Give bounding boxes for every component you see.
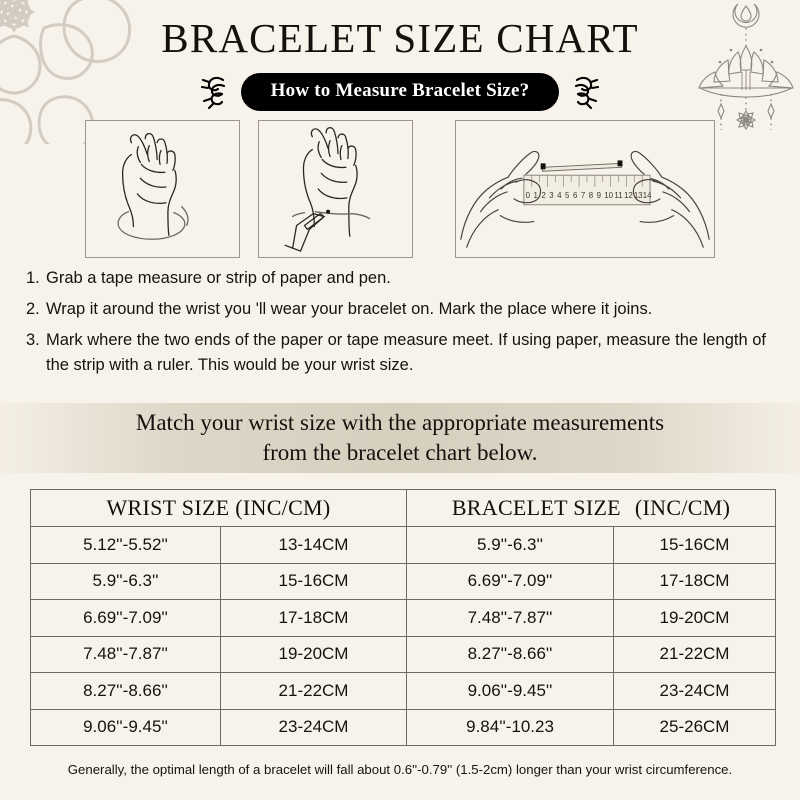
- flourish-ornament-right-icon: [575, 76, 600, 110]
- step-text: Mark where the two ends of the paper or …: [46, 331, 766, 374]
- match-wrist-size-banner: Match your wrist size with the appropria…: [0, 403, 800, 473]
- header-bracelet-size-unit: (INC/CM): [634, 495, 731, 520]
- cell-bracelet-inch: 5.9''-6.3'': [406, 526, 615, 564]
- panel-hand-with-tape-measure: [85, 120, 240, 258]
- svg-text:10: 10: [604, 191, 613, 200]
- hand-with-tape-measure-icon: [117, 133, 189, 240]
- measure-steps-list: 1. Grab a tape measure or strip of paper…: [26, 266, 778, 384]
- header-wrist-size: WRIST SIZE (INC/CM): [29, 489, 408, 527]
- cell-bracelet-inch: 9.06''-9.45'': [406, 672, 615, 710]
- cell-wrist-cm: 17-18CM: [219, 599, 408, 637]
- ruler-ticks: [531, 175, 643, 188]
- svg-text:2: 2: [541, 191, 545, 200]
- page-title: BRACELET SIZE CHART: [161, 15, 639, 61]
- svg-text:6: 6: [573, 191, 578, 200]
- cell-wrist-cm: 23-24CM: [219, 708, 408, 746]
- svg-text:3: 3: [549, 191, 554, 200]
- svg-text:12: 12: [624, 191, 633, 200]
- cell-bracelet-cm: 19-20CM: [613, 599, 777, 637]
- cell-wrist-inch: 5.12''-5.52'': [30, 526, 221, 564]
- svg-text:1: 1: [534, 191, 538, 200]
- table-row: 5.12''-5.52'' 13-14CM 5.9''-6.3'' 15-16C…: [30, 526, 777, 564]
- header-bracelet-size: BRACELET SIZE (INC/CM): [406, 489, 777, 527]
- svg-text:11: 11: [614, 191, 622, 200]
- cell-wrist-inch: 7.48''-7.87'': [30, 635, 221, 673]
- banner-line-2: from the bracelet chart below.: [262, 440, 538, 465]
- svg-text:0: 0: [526, 191, 531, 200]
- table-header-row: WRIST SIZE (INC/CM) BRACELET SIZE (INC/CM…: [29, 489, 777, 527]
- cell-wrist-inch: 6.69''-7.09'': [30, 599, 221, 637]
- cell-bracelet-cm: 21-22CM: [613, 635, 777, 673]
- svg-text:9: 9: [597, 191, 601, 200]
- step-text: Grab a tape measure or strip of paper an…: [46, 269, 391, 287]
- svg-text:14: 14: [643, 191, 652, 200]
- cell-wrist-inch: 8.27''-8.66'': [30, 672, 221, 710]
- cell-wrist-cm: 21-22CM: [219, 672, 408, 710]
- step-text: Wrap it around the wrist you 'll wear yo…: [46, 300, 653, 318]
- how-to-measure-badge: How to Measure Bracelet Size?: [240, 73, 560, 111]
- hand-marking-with-pen-icon: [284, 127, 371, 252]
- cell-wrist-inch: 5.9''-6.3'': [30, 562, 221, 600]
- step-number: 2.: [26, 300, 40, 318]
- list-item: 3. Mark where the two ends of the paper …: [26, 328, 778, 378]
- header-bracelet-size-label: BRACELET SIZE: [451, 495, 621, 520]
- how-to-measure-badge-row: How to Measure Bracelet Size?: [0, 70, 800, 114]
- cell-wrist-cm: 19-20CM: [219, 635, 408, 673]
- table-row: 5.9''-6.3'' 15-16CM 6.69''-7.09'' 17-18C…: [30, 562, 777, 600]
- svg-text:8: 8: [589, 191, 594, 200]
- cell-wrist-cm: 15-16CM: [219, 562, 408, 600]
- cell-bracelet-inch: 9.84''-10.23: [406, 708, 615, 746]
- svg-text:13: 13: [634, 191, 643, 200]
- table-row: 8.27''-8.66'' 21-22CM 9.06''-9.45'' 23-2…: [30, 672, 777, 710]
- bracelet-size-table: WRIST SIZE (INC/CM) BRACELET SIZE (INC/CM…: [29, 489, 777, 746]
- step-number: 3.: [26, 331, 40, 349]
- cell-bracelet-inch: 7.48''-7.87'': [406, 599, 615, 637]
- cell-bracelet-cm: 23-24CM: [613, 672, 777, 710]
- cell-bracelet-cm: 25-26CM: [613, 708, 777, 746]
- svg-text:5: 5: [565, 191, 570, 200]
- cell-bracelet-inch: 6.69''-7.09'': [406, 562, 615, 600]
- cell-bracelet-cm: 15-16CM: [613, 526, 777, 564]
- table-row: 9.06''-9.45'' 23-24CM 9.84''-10.23 25-26…: [30, 708, 777, 746]
- list-item: 2. Wrap it around the wrist you 'll wear…: [26, 297, 778, 322]
- cell-bracelet-inch: 8.27''-8.66'': [406, 635, 615, 673]
- table-body: 5.12''-5.52'' 13-14CM 5.9''-6.3'' 15-16C…: [30, 526, 777, 746]
- cell-bracelet-cm: 17-18CM: [613, 562, 777, 600]
- panel-hand-marking-with-pen: [258, 120, 413, 258]
- svg-text:7: 7: [581, 191, 585, 200]
- table-row: 7.48''-7.87'' 19-20CM 8.27''-8.66'' 21-2…: [30, 635, 777, 673]
- footer-note: Generally, the optimal length of a brace…: [67, 762, 733, 777]
- flourish-ornament-left-icon: [200, 76, 225, 110]
- banner-line-1: Match your wrist size with the appropria…: [135, 410, 665, 435]
- table-row: 6.69''-7.09'' 17-18CM 7.48''-7.87'' 19-2…: [30, 599, 777, 637]
- cell-wrist-inch: 9.06''-9.45'': [30, 708, 221, 746]
- list-item: 1. Grab a tape measure or strip of paper…: [26, 266, 778, 291]
- svg-text:4: 4: [557, 191, 562, 200]
- cell-wrist-cm: 13-14CM: [219, 526, 408, 564]
- step-number: 1.: [26, 269, 40, 287]
